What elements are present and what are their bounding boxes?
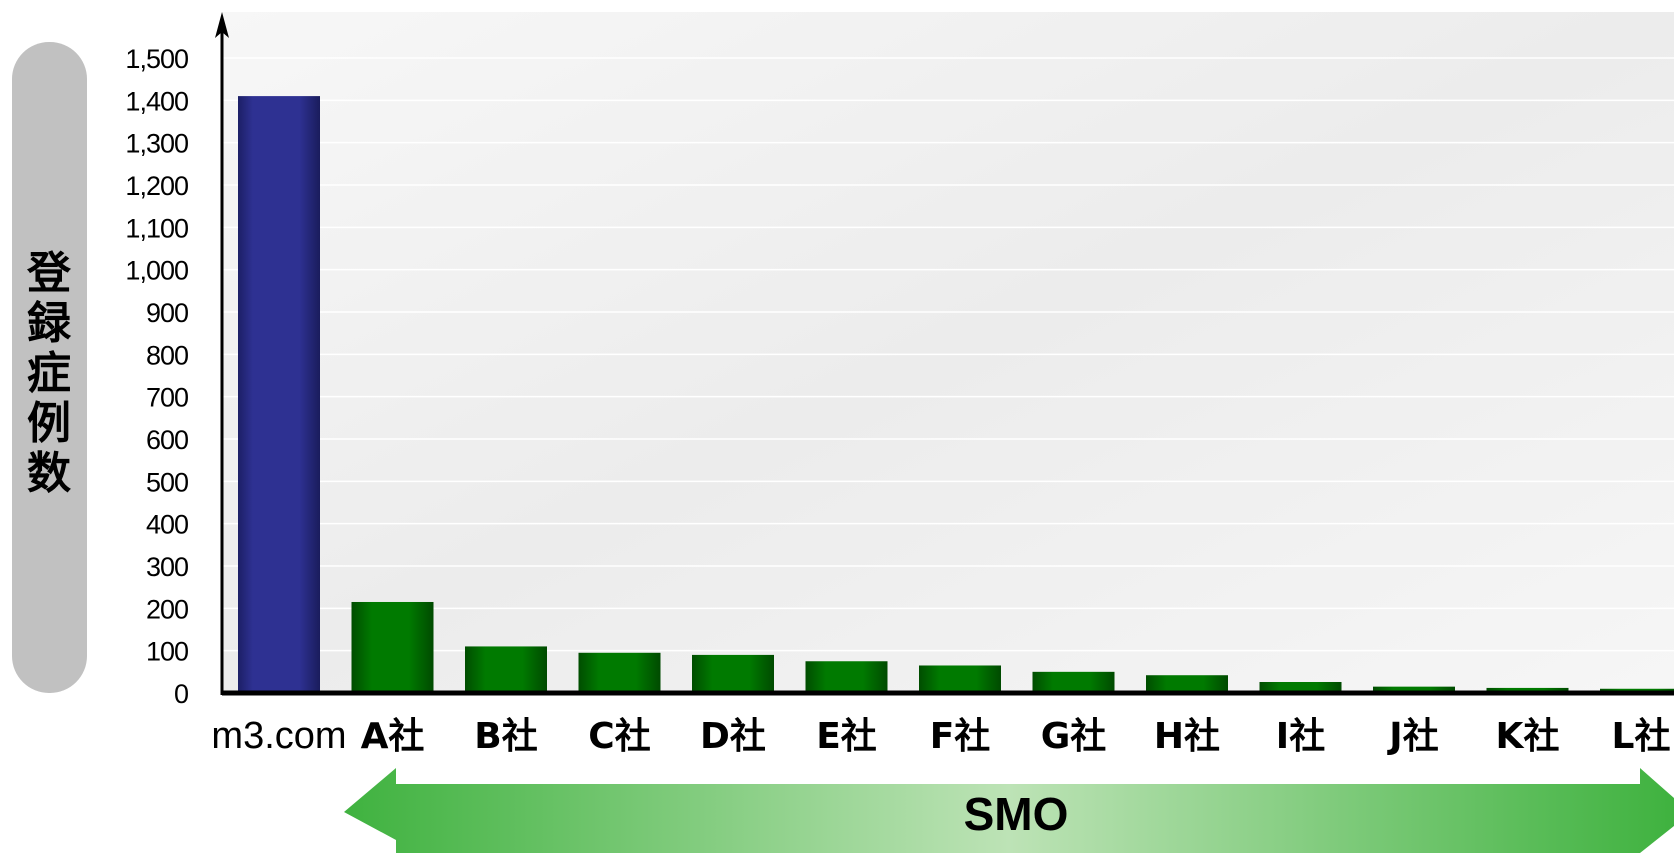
x-tick-label: L社 <box>1612 716 1671 757</box>
y-tick-label: 1,500 <box>125 44 188 74</box>
y-tick-label: 0 <box>174 679 188 709</box>
y-axis-title: 登録症例数 <box>26 248 72 499</box>
x-tick-label: A社 <box>361 716 425 757</box>
smo-double-arrow <box>344 768 1674 853</box>
axes <box>215 12 1674 696</box>
x-tick-label: C社 <box>588 716 650 757</box>
bar-g <box>1032 671 1115 693</box>
x-tick-label: G社 <box>1041 716 1107 757</box>
x-tick-label: B社 <box>474 716 537 757</box>
y-axis-arrow-icon <box>215 12 229 38</box>
bars <box>238 96 1674 694</box>
plot-background <box>222 12 1674 693</box>
bar-j <box>1373 686 1455 693</box>
bar-d <box>692 654 774 693</box>
bar-b <box>465 646 547 693</box>
bar-i <box>1259 681 1342 693</box>
x-tick-label: m3.com <box>211 715 346 757</box>
x-tick-label: K社 <box>1496 716 1560 757</box>
gridlines <box>222 57 1674 652</box>
bar-m3-com <box>238 96 320 694</box>
y-tick-label: 500 <box>146 467 188 497</box>
x-axis-ticks: m3.com A社 B社 C社 D社 E社 F社 G社 H社 I社 J社 K社 L社 <box>211 715 1670 757</box>
x-tick-label: I社 <box>1276 716 1325 757</box>
y-tick-label: 400 <box>146 510 188 540</box>
y-tick-label: 1,300 <box>125 129 188 159</box>
bar-e <box>805 661 888 693</box>
x-tick-label: E社 <box>816 716 877 757</box>
y-axis-ticks: 0 100 200 300 400 500 600 700 800 900 1,000 1,100 1,… <box>125 44 189 709</box>
bar-f <box>919 665 1001 693</box>
x-tick-label: D社 <box>700 716 766 757</box>
y-axis-label: 登録症例数 <box>12 42 87 693</box>
x-tick-label: F社 <box>930 716 991 757</box>
bar-a <box>351 601 434 693</box>
y-tick-label: 1,200 <box>125 171 188 201</box>
bar-k <box>1486 687 1569 693</box>
y-tick-label: 900 <box>146 298 188 328</box>
smo-label: SMO <box>964 788 1069 840</box>
x-tick-label: H社 <box>1154 716 1220 757</box>
bar-h <box>1146 675 1228 693</box>
bar-c <box>578 652 661 693</box>
y-tick-label: 1,400 <box>125 86 188 116</box>
y-tick-label: 1,000 <box>125 256 188 286</box>
y-tick-label: 100 <box>146 637 188 667</box>
y-tick-label: 300 <box>146 552 188 582</box>
smo-annotation: SMO <box>344 768 1674 853</box>
y-axis-label-pill <box>12 42 87 693</box>
y-tick-label: 700 <box>146 383 188 413</box>
y-tick-label: 600 <box>146 425 188 455</box>
x-tick-label: J社 <box>1386 716 1438 757</box>
y-tick-label: 800 <box>146 340 188 370</box>
y-tick-label: 200 <box>146 594 188 624</box>
y-tick-label: 1,100 <box>125 213 188 243</box>
